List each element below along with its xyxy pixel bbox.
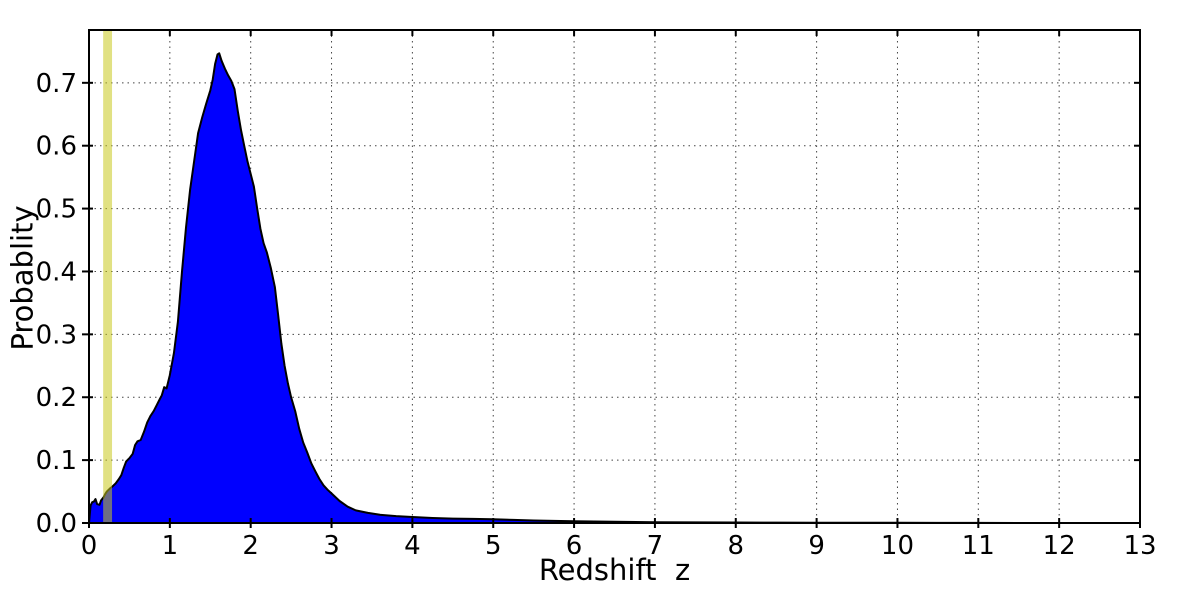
x-tick-label: 4 <box>404 531 421 561</box>
x-tick-label: 13 <box>1123 531 1156 561</box>
x-tick-label: 3 <box>323 531 340 561</box>
x-tick-label: 8 <box>727 531 744 561</box>
y-tick-label: 0.3 <box>36 320 77 350</box>
y-tick-label: 0.1 <box>36 446 77 476</box>
x-tick-label: 11 <box>962 531 995 561</box>
x-axis-label: Redshift z <box>538 553 691 587</box>
y-tick-label: 0.4 <box>36 257 77 287</box>
y-tick-label: 0.0 <box>36 509 77 539</box>
y-tick-label: 0.5 <box>36 195 77 225</box>
x-tick-label: 10 <box>881 531 914 561</box>
x-tick-label: 12 <box>1043 531 1076 561</box>
pdf-curve <box>88 52 1141 524</box>
x-tick-label: 2 <box>242 531 259 561</box>
x-tick-label: 9 <box>808 531 825 561</box>
x-tick-label: 5 <box>485 531 502 561</box>
y-axis-label: Probablity <box>5 205 40 351</box>
y-tick-label: 0.6 <box>36 132 77 162</box>
redshift-marker-band <box>103 30 113 523</box>
x-tick-label: 0 <box>81 531 98 561</box>
x-tick-label: 6 <box>566 531 583 561</box>
y-tick-label: 0.2 <box>36 383 77 413</box>
plot-frame <box>88 29 1141 524</box>
y-tick-label: 0.7 <box>36 69 77 99</box>
x-tick-label: 7 <box>647 531 664 561</box>
x-tick-label: 1 <box>162 531 179 561</box>
